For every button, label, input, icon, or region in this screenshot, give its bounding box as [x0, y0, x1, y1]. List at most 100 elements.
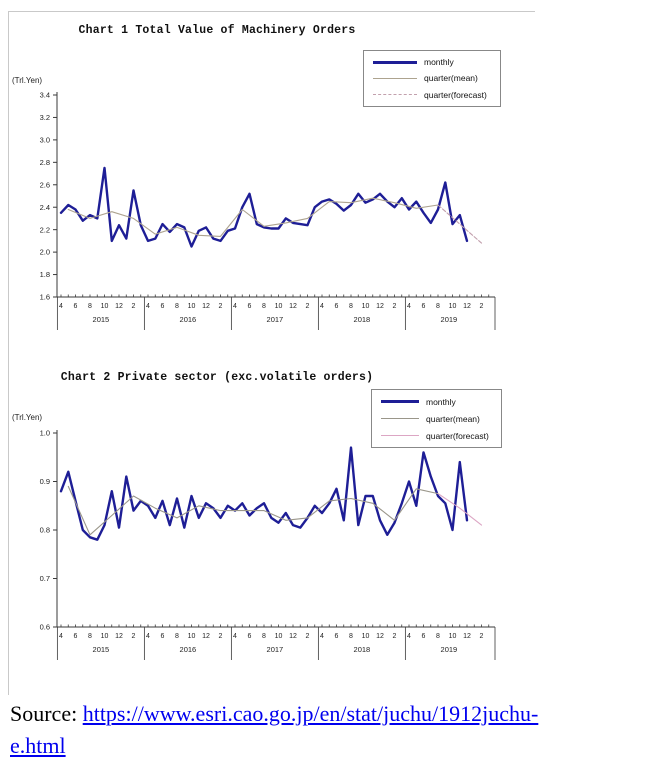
- svg-text:3.0: 3.0: [40, 135, 50, 144]
- source-link-line1: https://www.esri.cao.go.jp/en/stat/juchu…: [82, 701, 539, 726]
- svg-text:4: 4: [146, 633, 150, 640]
- svg-text:2019: 2019: [441, 645, 458, 654]
- svg-text:4: 4: [233, 633, 237, 640]
- svg-text:4: 4: [320, 303, 324, 310]
- chart-1-unit-label: (Trl.Yen): [12, 76, 43, 85]
- chart-2-unit-label: (Trl.Yen): [12, 413, 43, 422]
- legend-line-quarter-forecast: [373, 94, 417, 96]
- svg-text:10: 10: [101, 633, 109, 640]
- svg-text:2016: 2016: [180, 645, 197, 654]
- svg-text:2: 2: [132, 633, 136, 640]
- svg-text:2016: 2016: [180, 315, 197, 324]
- chart-2-legend: monthly quarter(mean) quarter(forecast): [371, 389, 502, 448]
- legend-line-monthly: [373, 60, 417, 64]
- svg-text:12: 12: [376, 303, 384, 310]
- svg-text:4: 4: [59, 633, 63, 640]
- svg-text:2018: 2018: [354, 645, 371, 654]
- svg-text:2: 2: [306, 303, 310, 310]
- svg-text:10: 10: [362, 633, 370, 640]
- svg-text:10: 10: [188, 303, 196, 310]
- svg-text:2015: 2015: [93, 315, 110, 324]
- svg-text:12: 12: [463, 633, 471, 640]
- svg-text:6: 6: [74, 633, 78, 640]
- svg-text:8: 8: [436, 633, 440, 640]
- svg-text:8: 8: [88, 303, 92, 310]
- svg-text:12: 12: [289, 303, 297, 310]
- svg-text:12: 12: [289, 633, 297, 640]
- legend-item-monthly: monthly: [381, 394, 497, 409]
- legend-label-monthly: monthly: [424, 57, 454, 68]
- svg-text:6: 6: [248, 303, 252, 310]
- svg-text:3.4: 3.4: [40, 91, 50, 100]
- chart-2-title: Chart 2 Private sector (exc.volatile ord…: [60, 371, 374, 384]
- legend-item-quarter-mean: quarter(mean): [373, 71, 496, 86]
- legend-line-quarter-forecast: [381, 435, 419, 436]
- source-label: Source:: [10, 701, 83, 726]
- svg-text:10: 10: [362, 303, 370, 310]
- legend-item-quarter-mean: quarter(mean): [381, 411, 497, 426]
- svg-text:8: 8: [349, 303, 353, 310]
- legend-item-quarter-forecast: quarter(forecast): [381, 428, 497, 443]
- svg-text:12: 12: [115, 303, 123, 310]
- svg-text:1.6: 1.6: [40, 293, 50, 302]
- svg-text:1.8: 1.8: [40, 270, 50, 279]
- svg-text:10: 10: [449, 303, 457, 310]
- figure-border-left: [8, 11, 9, 695]
- svg-text:2.0: 2.0: [40, 248, 50, 257]
- svg-text:6: 6: [422, 303, 426, 310]
- svg-text:8: 8: [262, 303, 266, 310]
- svg-text:4: 4: [407, 303, 411, 310]
- svg-text:2: 2: [480, 633, 484, 640]
- svg-text:12: 12: [376, 633, 384, 640]
- svg-text:2019: 2019: [441, 315, 458, 324]
- svg-text:8: 8: [262, 633, 266, 640]
- svg-text:2: 2: [219, 633, 223, 640]
- legend-line-monthly: [381, 400, 419, 403]
- svg-text:2.4: 2.4: [40, 203, 50, 212]
- svg-text:4: 4: [233, 303, 237, 310]
- svg-text:2: 2: [480, 303, 484, 310]
- svg-text:2: 2: [393, 303, 397, 310]
- svg-text:8: 8: [175, 303, 179, 310]
- legend-label-monthly: monthly: [426, 396, 456, 407]
- svg-text:6: 6: [335, 633, 339, 640]
- svg-text:0.6: 0.6: [40, 623, 50, 632]
- svg-text:4: 4: [320, 633, 324, 640]
- legend-line-quarter-mean: [381, 418, 419, 419]
- svg-text:2017: 2017: [267, 315, 284, 324]
- svg-text:12: 12: [115, 633, 123, 640]
- svg-text:2015: 2015: [93, 645, 110, 654]
- chart-2-canvas: 1.0 0.9 0.8 0.7 0.6 4 6 8 10 12 2 2015 4 6 8 10 12 2 2016 4…: [40, 429, 496, 660]
- source-line: Source: https://www.esri.cao.go.jp/en/st…: [10, 698, 644, 762]
- legend-item-quarter-forecast: quarter(forecast): [373, 87, 496, 102]
- legend-line-quarter-mean: [373, 77, 417, 79]
- svg-text:6: 6: [335, 303, 339, 310]
- svg-text:12: 12: [202, 303, 210, 310]
- svg-text:6: 6: [161, 633, 165, 640]
- svg-text:10: 10: [449, 633, 457, 640]
- svg-text:10: 10: [188, 633, 196, 640]
- svg-text:6: 6: [74, 303, 78, 310]
- svg-text:2017: 2017: [267, 645, 284, 654]
- source-link[interactable]: https://www.esri.cao.go.jp/en/stat/juchu…: [10, 701, 538, 758]
- svg-text:8: 8: [349, 633, 353, 640]
- svg-text:3.2: 3.2: [40, 113, 50, 122]
- svg-text:6: 6: [161, 303, 165, 310]
- svg-text:2.8: 2.8: [40, 158, 50, 167]
- figure-border-top: [8, 11, 535, 12]
- svg-text:2.2: 2.2: [40, 225, 50, 234]
- svg-text:0.8: 0.8: [40, 526, 50, 535]
- legend-label-quarter-mean: quarter(mean): [426, 413, 480, 424]
- legend-label-quarter-forecast: quarter(forecast): [424, 89, 487, 100]
- svg-text:8: 8: [88, 633, 92, 640]
- svg-text:2: 2: [306, 633, 310, 640]
- svg-text:2: 2: [393, 633, 397, 640]
- svg-text:10: 10: [275, 633, 283, 640]
- svg-text:2018: 2018: [354, 315, 371, 324]
- svg-text:2.6: 2.6: [40, 180, 50, 189]
- svg-text:8: 8: [175, 633, 179, 640]
- svg-text:10: 10: [101, 303, 109, 310]
- svg-text:2: 2: [219, 303, 223, 310]
- chart-1-legend: monthly quarter(mean) quarter(forecast): [363, 50, 501, 107]
